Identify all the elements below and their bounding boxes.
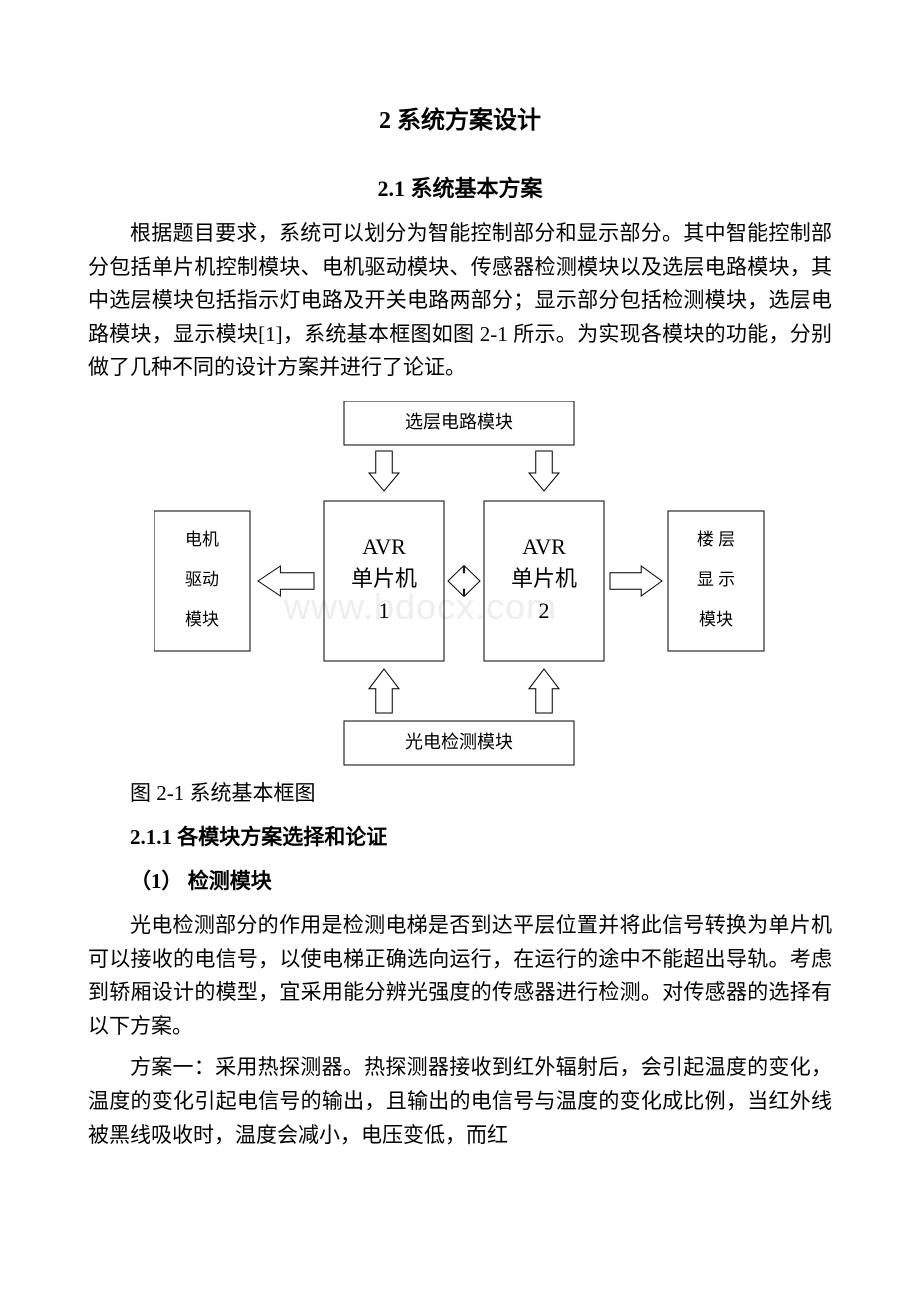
diagram-arrow-6 — [529, 669, 559, 713]
svg-text:选层电路模块: 选层电路模块 — [405, 412, 513, 432]
subsubsection-title: 2.1.1 各模块方案选择和论证 — [130, 821, 832, 851]
diagram-arrow-1 — [529, 451, 559, 491]
svg-text:单片机: 单片机 — [511, 566, 577, 591]
document-page: 2 系统方案设计 2.1 系统基本方案 根据题目要求，系统可以划分为智能控制部分… — [0, 0, 920, 1302]
figure-container: www.bdocx.com 选层电路模块电机驱动模块AVR单片机1AVR单片机2… — [88, 401, 832, 769]
diagram-arrow-4 — [610, 566, 662, 596]
item-heading: （1） 检测模块 — [130, 865, 832, 895]
paragraph-detection: 光电检测部分的作用是检测电梯是否到达平层位置并将此信号转换为单片机可以接收的电信… — [88, 909, 832, 1043]
section-title: 2 系统方案设计 — [88, 100, 832, 135]
subsection-title: 2.1 系统基本方案 — [88, 171, 832, 203]
figure-caption: 图 2-1 系统基本框图 — [130, 777, 832, 807]
paragraph-scheme1: 方案一：采用热探测器。热探测器接收到红外辐射后，会引起温度的变化，温度的变化引起… — [88, 1051, 832, 1152]
paragraph-intro: 根据题目要求，系统可以划分为智能控制部分和显示部分。其中智能控制部分包括单片机控… — [88, 217, 832, 385]
svg-text:模块: 模块 — [699, 610, 733, 629]
diagram-arrow-0 — [369, 451, 399, 491]
svg-text:AVR: AVR — [522, 534, 566, 559]
svg-text:显 示: 显 示 — [697, 570, 735, 589]
svg-text:模块: 模块 — [185, 610, 219, 629]
svg-text:2: 2 — [539, 598, 550, 623]
svg-text:电机: 电机 — [185, 530, 219, 549]
svg-text:驱动: 驱动 — [185, 570, 219, 589]
system-block-diagram: www.bdocx.com 选层电路模块电机驱动模块AVR单片机1AVR单片机2… — [154, 401, 766, 769]
svg-text:单片机: 单片机 — [351, 566, 417, 591]
svg-text:楼 层: 楼 层 — [697, 530, 735, 549]
svg-text:1: 1 — [379, 598, 390, 623]
svg-text:AVR: AVR — [362, 534, 406, 559]
svg-text:光电检测模块: 光电检测模块 — [405, 732, 513, 752]
diagram-arrow-5 — [369, 669, 399, 713]
